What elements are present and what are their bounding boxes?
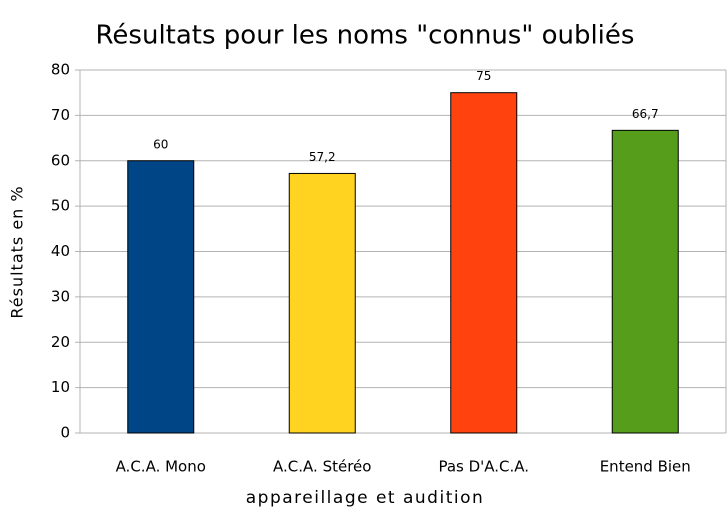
x-tick-label: Entend Bien — [600, 458, 691, 476]
x-tick-label: A.C.A. Stéréo — [273, 458, 371, 476]
bar — [611, 129, 679, 434]
y-tick-label: 40 — [51, 242, 70, 260]
y-tick-label: 60 — [51, 151, 70, 169]
value-label: 60 — [153, 137, 168, 151]
y-tick-label: 20 — [51, 333, 70, 351]
bar — [450, 92, 518, 434]
x-tick-label: A.C.A. Mono — [116, 458, 206, 476]
x-tick-label: Pas D'A.C.A. — [438, 458, 529, 476]
y-tick-label: 30 — [51, 287, 70, 305]
y-tick-label: 0 — [60, 424, 70, 442]
y-tick-label: 10 — [51, 378, 70, 396]
bar — [288, 172, 356, 434]
y-tick-label: 80 — [51, 61, 70, 79]
bar — [127, 160, 195, 434]
y-tick-label: 50 — [51, 197, 70, 215]
y-tick-label: 70 — [51, 106, 70, 124]
value-label: 75 — [476, 69, 491, 83]
y-axis-label: Résultats en % — [8, 185, 27, 318]
x-axis-label: appareillage et audition — [246, 488, 485, 508]
value-label: 66,7 — [632, 107, 659, 121]
value-label: 57,2 — [309, 150, 336, 164]
chart-title: Résultats pour les noms "connus" oubliés — [96, 21, 635, 51]
